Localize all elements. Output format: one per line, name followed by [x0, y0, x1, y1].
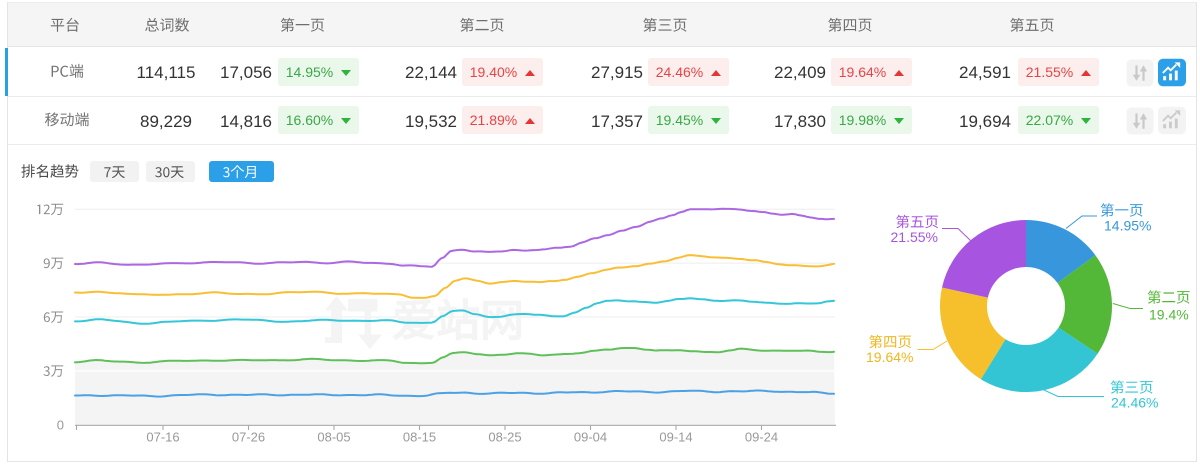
- svg-text:24.46%: 24.46%: [1111, 395, 1158, 411]
- svg-text:08-15: 08-15: [403, 430, 436, 445]
- svg-text:08-05: 08-05: [317, 430, 350, 445]
- svg-text:08-25: 08-25: [488, 430, 521, 445]
- svg-text:21.55%: 21.55%: [891, 229, 938, 245]
- svg-text:09-24: 09-24: [745, 430, 778, 445]
- svg-text:0: 0: [57, 418, 64, 433]
- svg-text:14.95%: 14.95%: [1104, 218, 1151, 234]
- svg-text:07-26: 07-26: [232, 430, 265, 445]
- svg-text:19.4%: 19.4%: [1149, 307, 1189, 323]
- svg-text:09-04: 09-04: [574, 430, 607, 445]
- svg-text:07-16: 07-16: [146, 430, 179, 445]
- svg-text:09-14: 09-14: [659, 430, 692, 445]
- svg-text:19.64%: 19.64%: [866, 349, 913, 365]
